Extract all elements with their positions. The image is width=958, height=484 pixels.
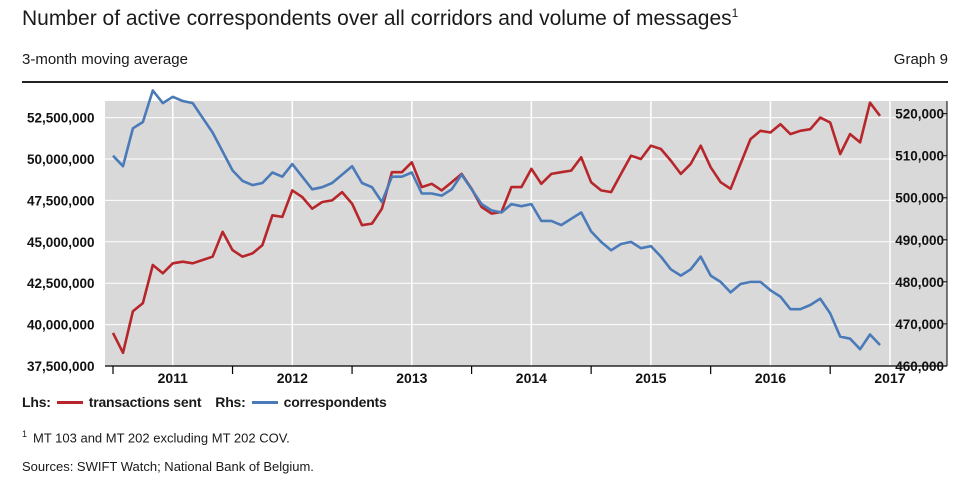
title-footnote-marker: 1 <box>731 6 739 20</box>
sources-note: Sources: SWIFT Watch; National Bank of B… <box>22 459 314 474</box>
y-left-tick-label: 45,000,000 <box>27 235 95 250</box>
chart-legend: Lhs: transactions sent Rhs: corresponden… <box>22 394 387 410</box>
legend-lhs-label: Lhs: <box>22 394 51 410</box>
line-chart: 2011 2012 2013 2014 2015 2016 2017 37,500,000 40… <box>27 89 948 386</box>
y-left-tick-label: 52,500,000 <box>27 111 95 126</box>
x-tick-label: 2011 <box>158 370 189 386</box>
y-right-tick-label: 480,000 <box>895 275 944 290</box>
legend-rhs-label: Rhs: <box>215 394 246 410</box>
legend-transactions-label: transactions sent <box>88 394 202 410</box>
y-right-tick-label: 470,000 <box>895 317 944 332</box>
legend-correspondents-label: correspondents <box>283 394 387 410</box>
x-tick-label: 2015 <box>635 370 666 386</box>
x-tick-label: 2014 <box>516 370 547 386</box>
footnote-marker: 1 <box>22 429 28 439</box>
series-line-transactions-sent <box>111 101 882 355</box>
x-tick-label: 2017 <box>874 370 905 386</box>
plot-area <box>105 101 947 366</box>
chart-subtitle: 3-month moving average <box>22 51 188 68</box>
y-left-tick-label: 40,000,000 <box>27 318 95 333</box>
header-divider <box>22 81 948 83</box>
footnote-text: MT 103 and MT 202 excluding MT 202 COV. <box>33 430 290 446</box>
y-right-tick-label: 520,000 <box>895 107 944 122</box>
legend-correspondents-swatch <box>251 400 278 404</box>
y-right-tick-label: 460,000 <box>895 359 944 374</box>
y-left-tick-label: 50,000,000 <box>27 152 95 167</box>
graph-number: Graph 9 <box>893 51 948 68</box>
x-tick-label: 2012 <box>277 370 308 386</box>
y-right-tick-label: 500,000 <box>895 191 944 206</box>
legend-transactions-swatch <box>56 400 83 404</box>
footnote: 1 MT 103 and MT 202 excluding MT 202 COV. <box>22 429 290 445</box>
y-left-tick-label: 37,500,000 <box>27 359 95 374</box>
chart-title: Number of active correspondents over all… <box>22 6 739 30</box>
y-right-tick-label: 490,000 <box>895 233 944 248</box>
y-left-tick-label: 42,500,000 <box>27 276 95 291</box>
x-tick-label: 2013 <box>396 370 427 386</box>
y-right-tick-label: 510,000 <box>895 149 944 164</box>
x-tick-label: 2016 <box>755 370 786 386</box>
series-line-correspondents <box>112 89 881 351</box>
y-left-tick-label: 47,500,000 <box>27 193 95 208</box>
